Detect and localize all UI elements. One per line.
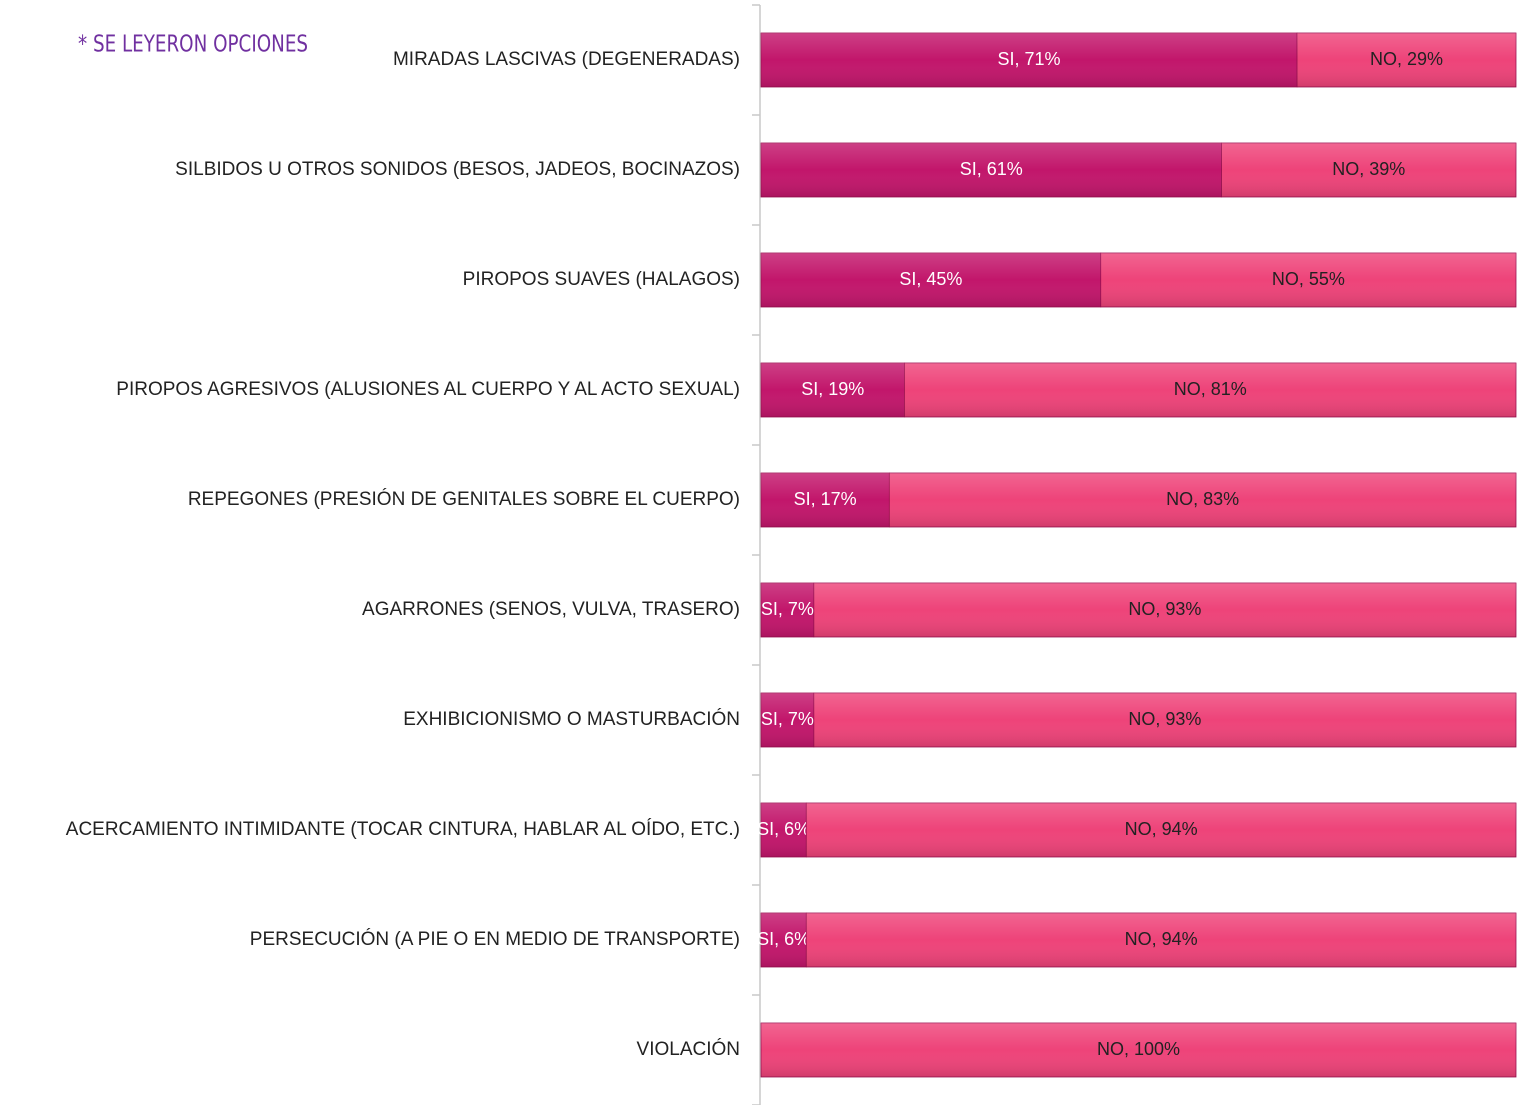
bar-segment-group <box>760 472 890 528</box>
bar-segment-group <box>760 1022 1517 1078</box>
bar-segment-group <box>760 692 815 748</box>
bar-segment-group <box>1296 32 1517 88</box>
value-label: NO, 39% <box>1332 159 1405 179</box>
bar-shade <box>806 913 1516 967</box>
category-label: AGARRONES (SENOS, VULVA, TRASERO) <box>362 599 740 620</box>
value-label: SI, 7% <box>761 599 814 619</box>
bar-segment-group <box>760 252 1102 308</box>
category-label: VIOLACIÓN <box>637 1038 740 1060</box>
bar-shade <box>761 473 890 527</box>
bar-segment-group <box>760 912 807 968</box>
bar-shade <box>761 363 905 417</box>
bar-shade <box>761 143 1222 197</box>
bar-shade <box>1221 143 1516 197</box>
bar-shade <box>761 913 807 967</box>
value-label: SI, 71% <box>998 49 1061 69</box>
bar-segment-group <box>805 912 1517 968</box>
value-label: SI, 45% <box>899 269 962 289</box>
value-label: NO, 93% <box>1128 709 1201 729</box>
bar-segment-group <box>760 362 905 418</box>
bar-segment-group <box>760 802 807 858</box>
bar-segment-group <box>760 582 815 638</box>
bar-shade <box>904 363 1516 417</box>
bar-segment-group <box>1221 142 1517 198</box>
value-label: SI, 61% <box>960 159 1023 179</box>
category-label: SILBIDOS U OTROS SONIDOS (BESOS, JADEOS,… <box>175 159 740 180</box>
bar-shade <box>761 583 814 637</box>
bar-shade <box>761 803 807 857</box>
bar-shade <box>813 693 1516 747</box>
value-label: SI, 6% <box>757 819 810 839</box>
value-label: NO, 29% <box>1370 49 1443 69</box>
value-label: SI, 6% <box>757 929 810 949</box>
category-label: ACERCAMIENTO INTIMIDANTE (TOCAR CINTURA,… <box>66 819 740 840</box>
bar-shade <box>761 693 814 747</box>
value-label: SI, 7% <box>761 709 814 729</box>
value-label: NO, 83% <box>1166 489 1239 509</box>
value-label: NO, 93% <box>1128 599 1201 619</box>
bar-segment-group <box>813 582 1517 638</box>
category-label: REPEGONES (PRESIÓN DE GENITALES SOBRE EL… <box>188 488 740 510</box>
category-label: MIRADAS LASCIVAS (DEGENERADAS) <box>393 49 740 70</box>
bar-segment-group <box>760 32 1298 88</box>
bar-shade <box>761 253 1101 307</box>
value-label: NO, 100% <box>1097 1039 1180 1059</box>
value-label: NO, 94% <box>1125 929 1198 949</box>
bar-shade <box>889 473 1516 527</box>
category-label: PERSECUCIÓN (A PIE O EN MEDIO DE TRANSPO… <box>250 928 740 950</box>
bar-shade <box>1100 253 1516 307</box>
value-label: NO, 81% <box>1174 379 1247 399</box>
bar-shade <box>813 583 1516 637</box>
bar-segment-group <box>1100 252 1517 308</box>
value-label: NO, 55% <box>1272 269 1345 289</box>
bar-segment-group <box>760 142 1222 198</box>
bar-segment-group <box>904 362 1517 418</box>
value-label: SI, 19% <box>801 379 864 399</box>
bar-segment-group <box>805 802 1517 858</box>
value-label: SI, 17% <box>794 489 857 509</box>
value-label: NO, 94% <box>1125 819 1198 839</box>
bar-shade <box>761 1023 1516 1077</box>
bar-segment-group <box>888 472 1517 528</box>
category-label: PIROPOS SUAVES (HALAGOS) <box>463 269 740 290</box>
bar-shade <box>1297 33 1516 87</box>
category-label: PIROPOS AGRESIVOS (ALUSIONES AL CUERPO Y… <box>116 379 740 400</box>
annotation: * SE LEYERON OPCIONES <box>78 32 308 58</box>
bar-shade <box>761 33 1298 87</box>
category-label: EXHIBICIONISMO O MASTURBACIÓN <box>403 708 740 730</box>
bar-shade <box>806 803 1516 857</box>
bar-segment-group <box>813 692 1517 748</box>
